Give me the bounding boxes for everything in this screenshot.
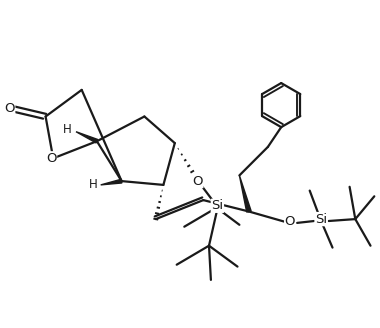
Text: H: H <box>63 123 72 136</box>
Text: H: H <box>89 178 98 192</box>
Text: Si: Si <box>211 199 223 212</box>
Polygon shape <box>101 179 122 185</box>
Text: Si: Si <box>315 213 327 226</box>
Text: O: O <box>46 152 57 165</box>
Polygon shape <box>239 175 251 212</box>
Text: O: O <box>192 174 203 188</box>
Text: O: O <box>285 215 295 228</box>
Text: O: O <box>4 102 15 115</box>
Polygon shape <box>76 132 98 143</box>
